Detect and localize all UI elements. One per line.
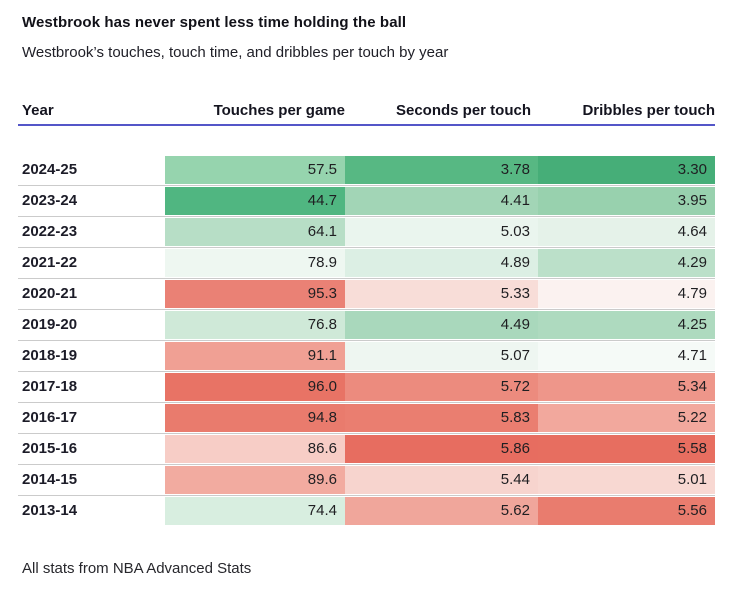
year-cell: 2024-25 <box>18 156 165 184</box>
table-row: 2019-20 76.8 4.49 4.25 <box>18 311 715 342</box>
row-band: 2016-17 94.8 5.83 5.22 <box>18 404 715 432</box>
year-cell: 2016-17 <box>18 404 165 432</box>
column-header-dribbles-per-touch: Dribbles per touch <box>582 102 715 119</box>
source-note: All stats from NBA Advanced Stats <box>22 560 252 577</box>
year-cell: 2015-16 <box>18 435 165 463</box>
table-row: 2017-18 96.0 5.72 5.34 <box>18 373 715 404</box>
row-separator <box>18 185 715 186</box>
seconds-per-touch-cell: 4.49 <box>345 311 538 339</box>
dribbles-per-touch-cell: 3.95 <box>538 187 715 215</box>
dribbles-per-touch-cell: 4.71 <box>538 342 715 370</box>
seconds-per-touch-cell: 5.03 <box>345 218 538 246</box>
table-row: 2020-21 95.3 5.33 4.79 <box>18 280 715 311</box>
row-separator <box>18 247 715 248</box>
touches-per-game-cell: 94.8 <box>165 404 345 432</box>
touches-per-game-cell: 89.6 <box>165 466 345 494</box>
seconds-per-touch-cell: 4.89 <box>345 249 538 277</box>
table-row: 2013-14 74.4 5.62 5.56 <box>18 497 715 528</box>
dribbles-per-touch-cell: 4.79 <box>538 280 715 308</box>
touches-per-game-cell: 91.1 <box>165 342 345 370</box>
touches-per-game-cell: 86.6 <box>165 435 345 463</box>
row-separator <box>18 433 715 434</box>
table-row: 2024-25 57.5 3.78 3.30 <box>18 156 715 187</box>
row-band: 2021-22 78.9 4.89 4.29 <box>18 249 715 277</box>
row-separator <box>18 278 715 279</box>
touches-per-game-cell: 95.3 <box>165 280 345 308</box>
page-subtitle: Westbrook’s touches, touch time, and dri… <box>22 44 449 61</box>
row-separator <box>18 216 715 217</box>
seconds-per-touch-cell: 3.78 <box>345 156 538 184</box>
year-cell: 2020-21 <box>18 280 165 308</box>
row-separator <box>18 340 715 341</box>
touches-per-game-cell: 57.5 <box>165 156 345 184</box>
page-title: Westbrook has never spent less time hold… <box>22 14 407 31</box>
row-band: 2013-14 74.4 5.62 5.56 <box>18 497 715 525</box>
column-header-year: Year <box>22 102 54 119</box>
table-header-row: Year Touches per game Seconds per touch … <box>18 102 715 126</box>
column-header-seconds-per-touch: Seconds per touch <box>395 102 531 119</box>
row-separator <box>18 309 715 310</box>
year-cell: 2022-23 <box>18 218 165 246</box>
table-row: 2016-17 94.8 5.83 5.22 <box>18 404 715 435</box>
touches-per-game-cell: 74.4 <box>165 497 345 525</box>
table-row: 2015-16 86.6 5.86 5.58 <box>18 435 715 466</box>
stats-table: Year Touches per game Seconds per touch … <box>18 102 715 528</box>
table-row: 2018-19 91.1 5.07 4.71 <box>18 342 715 373</box>
table-row: 2023-24 44.7 4.41 3.95 <box>18 187 715 218</box>
year-cell: 2014-15 <box>18 466 165 494</box>
year-cell: 2017-18 <box>18 373 165 401</box>
row-separator <box>18 464 715 465</box>
row-band: 2022-23 64.1 5.03 4.64 <box>18 218 715 246</box>
touches-per-game-cell: 96.0 <box>165 373 345 401</box>
row-separator <box>18 402 715 403</box>
dribbles-per-touch-cell: 5.34 <box>538 373 715 401</box>
dribbles-per-touch-cell: 4.64 <box>538 218 715 246</box>
table-row: 2014-15 89.6 5.44 5.01 <box>18 466 715 497</box>
touches-per-game-cell: 78.9 <box>165 249 345 277</box>
seconds-per-touch-cell: 5.44 <box>345 466 538 494</box>
dribbles-per-touch-cell: 4.29 <box>538 249 715 277</box>
seconds-per-touch-cell: 5.07 <box>345 342 538 370</box>
row-band: 2018-19 91.1 5.07 4.71 <box>18 342 715 370</box>
touches-per-game-cell: 44.7 <box>165 187 345 215</box>
year-cell: 2021-22 <box>18 249 165 277</box>
year-cell: 2019-20 <box>18 311 165 339</box>
column-header-touches-per-game: Touches per game <box>213 102 345 119</box>
dribbles-per-touch-cell: 5.56 <box>538 497 715 525</box>
row-separator <box>18 495 715 496</box>
seconds-per-touch-cell: 5.86 <box>345 435 538 463</box>
seconds-per-touch-cell: 5.33 <box>345 280 538 308</box>
row-band: 2017-18 96.0 5.72 5.34 <box>18 373 715 401</box>
table-row: 2021-22 78.9 4.89 4.29 <box>18 249 715 280</box>
dribbles-per-touch-cell: 5.01 <box>538 466 715 494</box>
row-band: 2023-24 44.7 4.41 3.95 <box>18 187 715 215</box>
dribbles-per-touch-cell: 5.22 <box>538 404 715 432</box>
row-separator <box>18 371 715 372</box>
year-cell: 2023-24 <box>18 187 165 215</box>
row-band: 2019-20 76.8 4.49 4.25 <box>18 311 715 339</box>
year-cell: 2018-19 <box>18 342 165 370</box>
dribbles-per-touch-cell: 5.58 <box>538 435 715 463</box>
row-band: 2024-25 57.5 3.78 3.30 <box>18 156 715 184</box>
seconds-per-touch-cell: 5.83 <box>345 404 538 432</box>
table-body: 2024-25 57.5 3.78 3.30 2023-24 44.7 4.41… <box>18 156 715 528</box>
row-band: 2020-21 95.3 5.33 4.79 <box>18 280 715 308</box>
touches-per-game-cell: 64.1 <box>165 218 345 246</box>
touches-per-game-cell: 76.8 <box>165 311 345 339</box>
year-cell: 2013-14 <box>18 497 165 525</box>
table-row: 2022-23 64.1 5.03 4.64 <box>18 218 715 249</box>
row-band: 2015-16 86.6 5.86 5.58 <box>18 435 715 463</box>
dribbles-per-touch-cell: 3.30 <box>538 156 715 184</box>
seconds-per-touch-cell: 5.62 <box>345 497 538 525</box>
dribbles-per-touch-cell: 4.25 <box>538 311 715 339</box>
seconds-per-touch-cell: 4.41 <box>345 187 538 215</box>
row-band: 2014-15 89.6 5.44 5.01 <box>18 466 715 494</box>
seconds-per-touch-cell: 5.72 <box>345 373 538 401</box>
